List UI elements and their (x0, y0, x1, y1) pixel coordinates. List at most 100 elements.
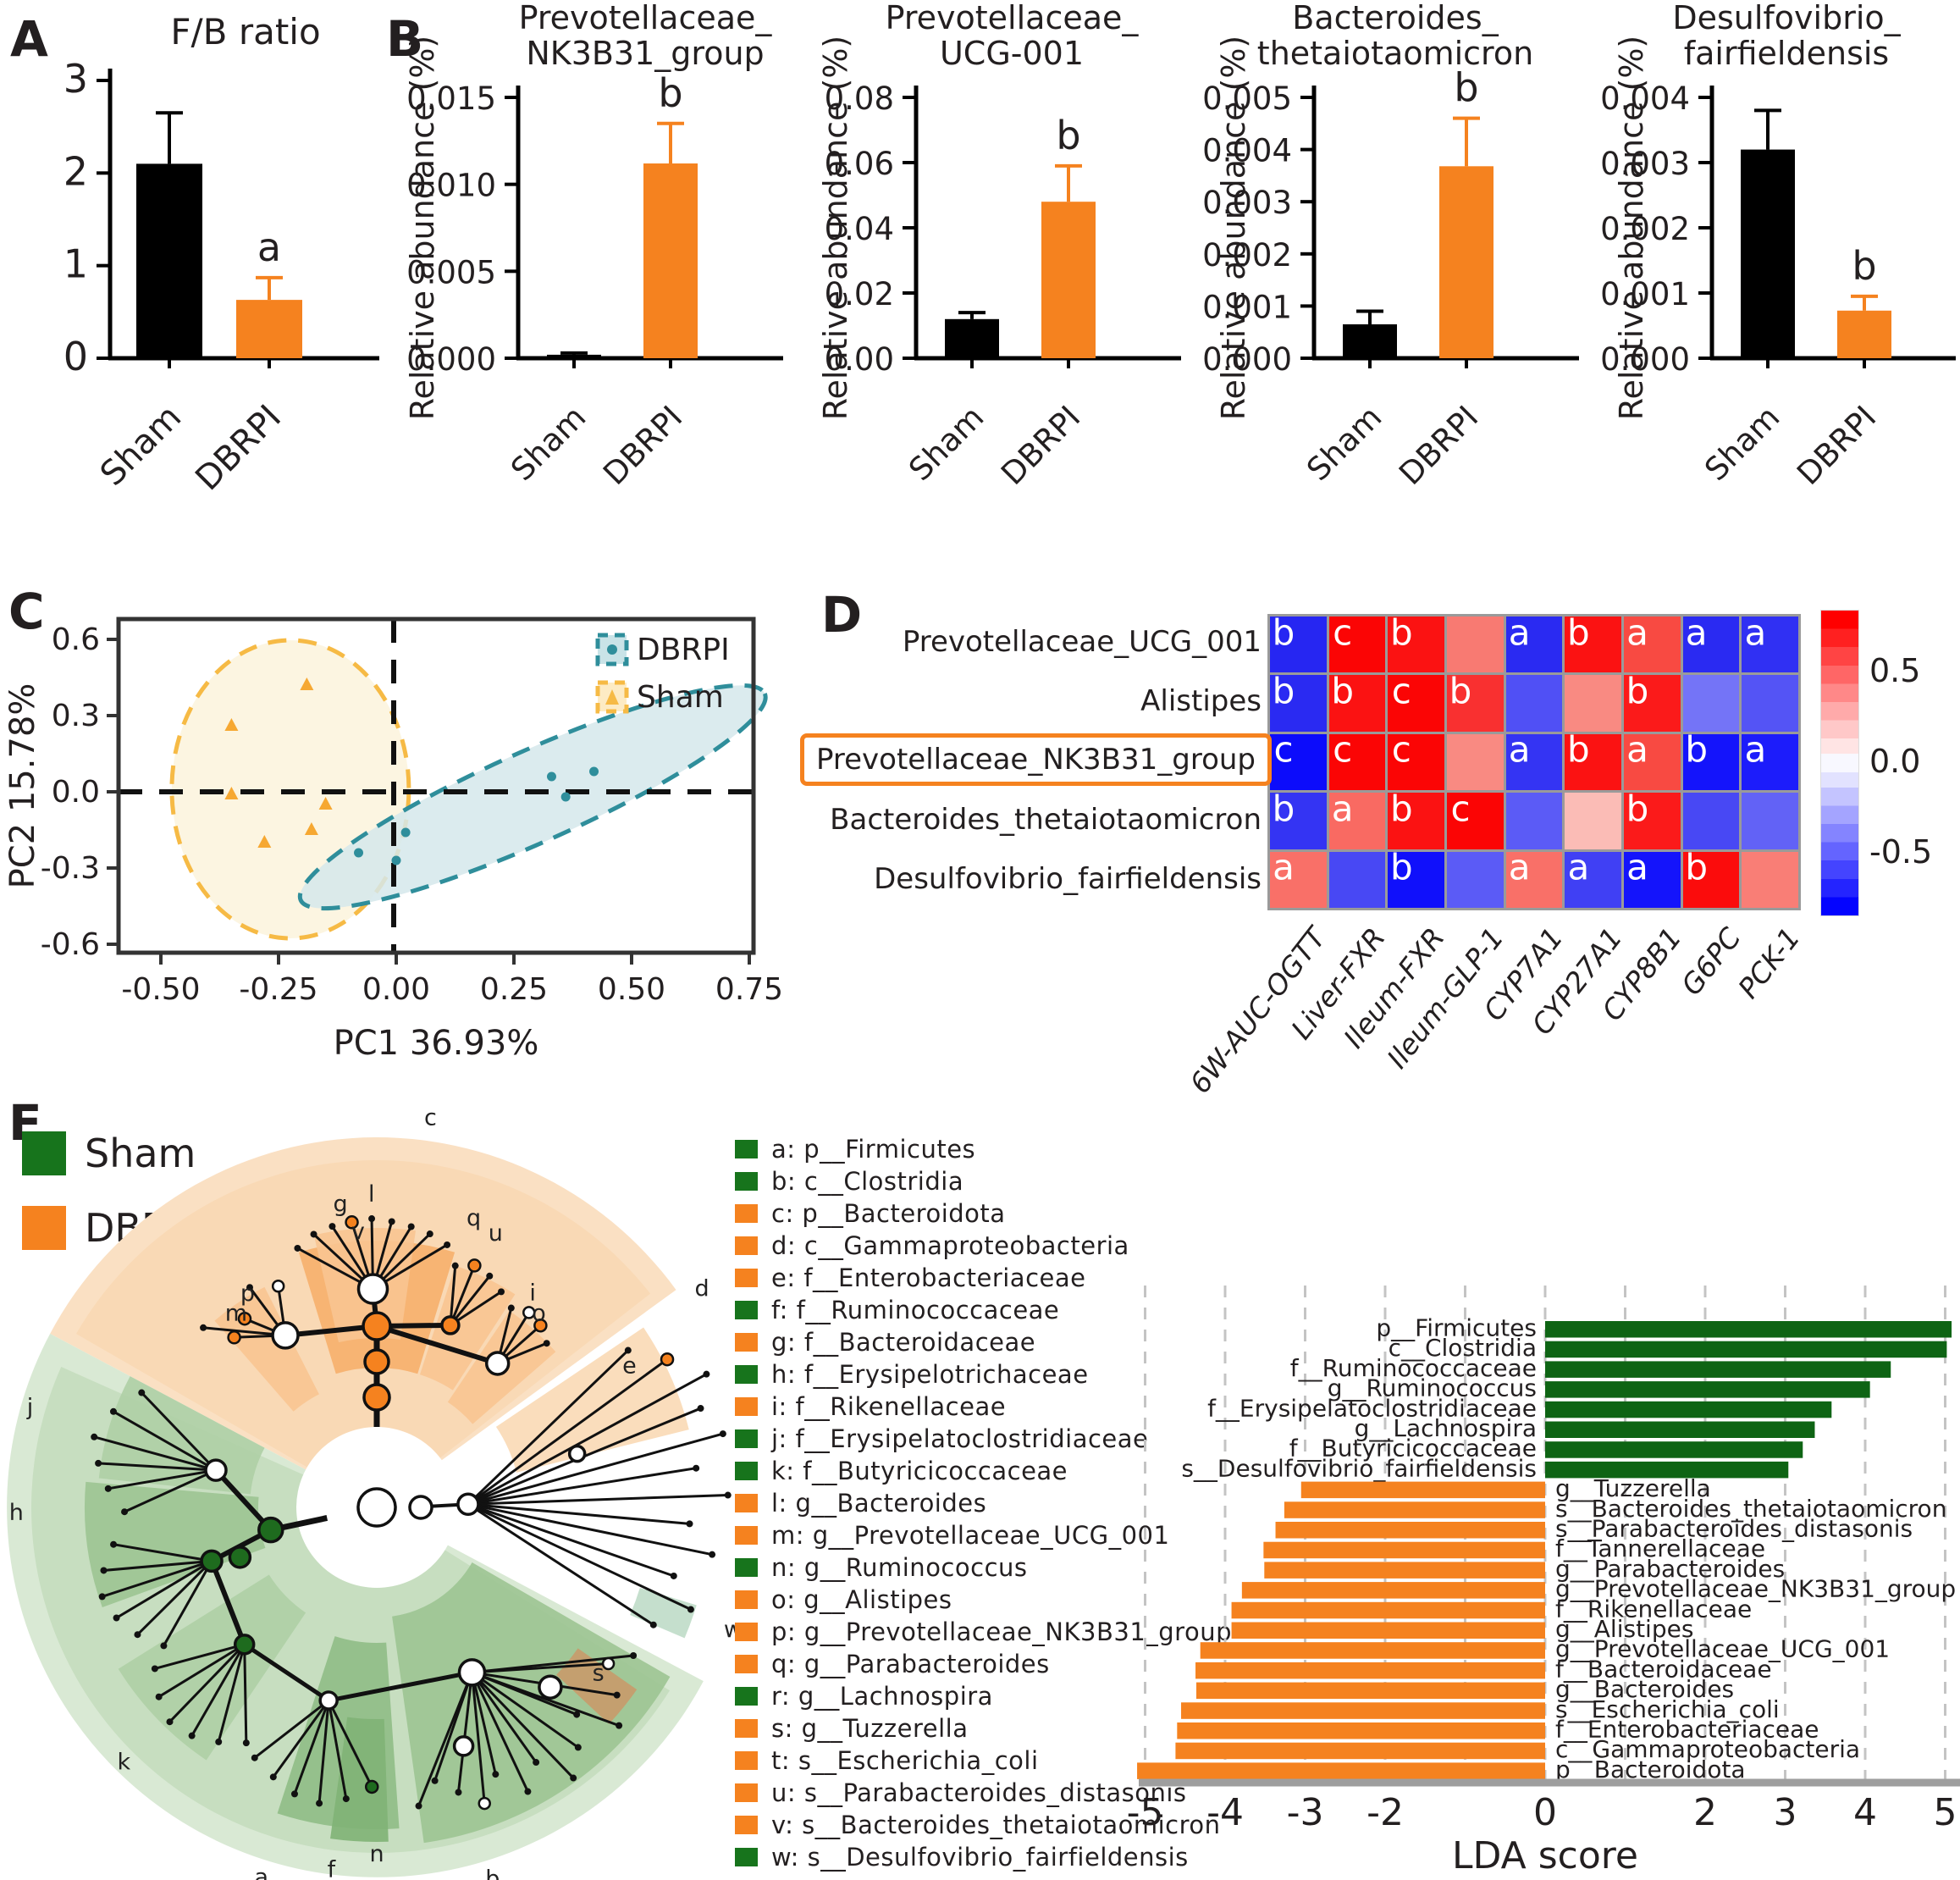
cell-sig-letter: c (1391, 670, 1411, 712)
y-axis-label: PC2 15.78% (3, 683, 42, 889)
heatmap-cell-r4c6: a (1623, 847, 1681, 908)
clado-branch (272, 1700, 330, 1778)
leaf-dot (121, 1508, 129, 1516)
dbrpi-point (391, 855, 401, 865)
lda-bar (1181, 1702, 1545, 1719)
lda-label-green: f__Erysipelatoclostridiaceae (1207, 1394, 1537, 1422)
leaf-dot (290, 1790, 298, 1798)
clado-branch (471, 1671, 577, 1716)
lda-label-orange: g__Alistipes (1555, 1615, 1693, 1643)
clado-letter-l: l (368, 1181, 375, 1208)
taxa-legend-item: u: s__Parabacteroides_distasonis (735, 1777, 1186, 1809)
clado-branch (467, 1502, 692, 1611)
chart-title: Desulfovibrio_ (1672, 0, 1901, 36)
heatmap-cell-r3c0: b (1270, 788, 1327, 849)
cell-sig-letter: c (1333, 611, 1353, 654)
clado-letter-s: s (593, 1660, 605, 1686)
leaf-dot (649, 1621, 657, 1628)
taxa-legend-item: t: s__Escherichia_coli (735, 1745, 1158, 1777)
dbrpi-point (400, 827, 411, 838)
clado-letter-q: q (467, 1205, 481, 1231)
heatmap-cell-r3c6: b (1623, 788, 1681, 849)
chart-title: F/B ratio (170, 11, 320, 53)
panel-e-legend-sham: Sham (22, 1131, 196, 1176)
clado-letter-m: m (225, 1301, 247, 1327)
bar-dbrpi (1837, 310, 1891, 358)
clado-node (257, 1516, 284, 1544)
leaf-dot (724, 1491, 732, 1499)
clado-branch (449, 1264, 476, 1326)
leaf-dot (138, 1389, 146, 1396)
y-tick-label: 0.004 (1600, 80, 1690, 117)
y-axis-label: Relative abundance (%) (1215, 36, 1252, 421)
heatmap-cell-r4c8 (1742, 851, 1798, 908)
lda-bar (1263, 1541, 1545, 1559)
cell-sig-letter: b (1566, 611, 1590, 654)
heatmap-cell-r2c7: b (1682, 729, 1740, 791)
taxa-legend-text: a: p__Firmicutes (771, 1135, 976, 1164)
y-tick-label: 0.001 (1600, 276, 1690, 312)
clado-branch (471, 1672, 486, 1804)
category-label: Sham (504, 399, 593, 488)
clado-branch (467, 1502, 690, 1525)
clado-letter-f: f (328, 1857, 337, 1880)
x-axis-label: PC1 36.93% (334, 1024, 539, 1063)
lda-bar (1545, 1341, 1947, 1358)
leaf-dot (533, 1759, 540, 1767)
clado-letter-d: d (695, 1276, 709, 1302)
y-tick-label: 0.003 (1202, 185, 1292, 221)
heatmap-cell-r2c1: c (1328, 729, 1386, 791)
taxa-color-swatch (735, 1397, 758, 1416)
heatmap-row-label: Bacteroides_thetaiotaomicron (830, 803, 1262, 837)
clado-branch (417, 1672, 473, 1807)
clado-trunk (243, 1642, 330, 1703)
clado-branch (471, 1671, 575, 1779)
taxa-legend-text: e: f__Enterobacteriaceae (771, 1263, 1086, 1292)
x-tick-label: 0.50 (598, 972, 665, 1007)
taxa-color-swatch (735, 1172, 758, 1191)
heatmap-cell-r0c0: b (1270, 611, 1327, 673)
taxa-legend-text: l: g__Bacteroides (771, 1489, 987, 1518)
taxa-legend-item: e: f__Enterobacteriaceae (735, 1262, 1158, 1294)
category-label: Sham (1300, 399, 1389, 488)
taxa-legend-text: q: g__Parabacteroides (771, 1650, 1050, 1678)
colorbar-label: 0.5 (1869, 652, 1921, 689)
y-axis-label: Relative abundance (%) (1613, 36, 1650, 421)
cell-sig-letter: b (1449, 670, 1472, 712)
taxa-color-swatch (735, 1558, 758, 1577)
heatmap-cell-r0c3 (1446, 617, 1504, 673)
legend-triangle (605, 689, 619, 705)
clado-branch (168, 1643, 246, 1723)
heatmap-cell-r0c2: b (1388, 611, 1444, 673)
leaf-dot (613, 1691, 621, 1699)
y-tick-label: 0.015 (406, 80, 496, 117)
category-label: DBRPI (188, 398, 289, 499)
heatmap-cell-r1c5 (1565, 675, 1621, 732)
clado-node (233, 1634, 256, 1656)
lda-bar (1545, 1461, 1789, 1479)
leaf-dot (109, 1407, 117, 1415)
lda-bar (1231, 1601, 1545, 1619)
clado-letter-b: b (485, 1866, 500, 1880)
bar-sham (945, 318, 999, 358)
lda-label-green: p__Firmicutes (1376, 1314, 1537, 1342)
lda-bar (1200, 1642, 1545, 1659)
lda-label-green: g__Lachnospira (1355, 1414, 1537, 1442)
leaf-dot (601, 1656, 616, 1671)
leaf-dot (478, 1796, 491, 1811)
y-axis-label: Relative abundance (%) (817, 36, 854, 421)
clado-node (271, 1321, 300, 1350)
clado-patch (495, 1327, 689, 1473)
lda-label-orange: f__Enterobacteriaceae (1555, 1716, 1819, 1744)
leaf-dot (388, 1218, 395, 1225)
lda-label-orange: f__Rikenellaceae (1555, 1595, 1752, 1623)
clado-branch (113, 1543, 213, 1562)
leaf-dot (431, 1777, 439, 1784)
heatmap-cell-r4c3 (1446, 851, 1504, 908)
sham-legend-label: Sham (85, 1131, 196, 1176)
taxa-color-swatch (735, 1590, 758, 1609)
lda-label-orange: f__Bacteroidaceae (1555, 1655, 1772, 1683)
